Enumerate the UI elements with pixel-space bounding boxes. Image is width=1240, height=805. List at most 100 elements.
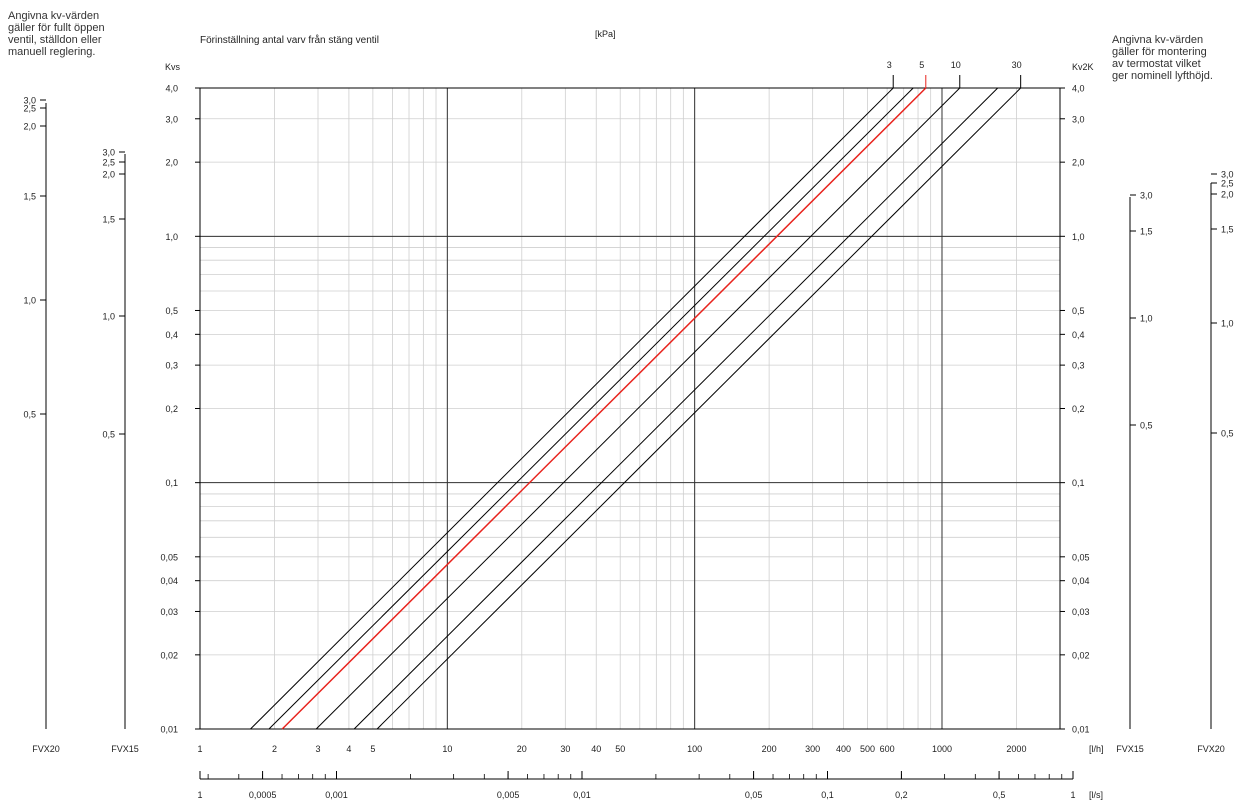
y-tick-label-right: 0,05 xyxy=(1072,552,1090,562)
x-tick-label-lh: 50 xyxy=(615,744,625,754)
y-tick-label-left: 0,3 xyxy=(165,361,178,371)
series-line-6 xyxy=(376,87,1022,730)
y-tick-label-right: 0,1 xyxy=(1072,478,1085,488)
series-line-1 xyxy=(250,87,894,730)
y-tick-label-left: 0,2 xyxy=(165,404,178,414)
y-tick-label-left: 0,01 xyxy=(160,725,178,735)
side-scale-tick-label: 1,5 xyxy=(1140,227,1153,237)
y-tick-label-left: 0,04 xyxy=(160,576,178,586)
side-scale-tick-label: 0,5 xyxy=(1140,421,1153,431)
y-tick-label-right: 1,0 xyxy=(1072,232,1085,242)
y-tick-label-left: 0,02 xyxy=(160,650,178,660)
left-note: Angivna kv-värden gäller för fullt öppen… xyxy=(8,10,105,58)
side-scale-name: FVX15 xyxy=(1116,744,1144,754)
x-tick-label-lh: 4 xyxy=(346,744,351,754)
x-tick-label-lh: 300 xyxy=(805,744,820,754)
right-note: Angivna kv-värden gäller för montering a… xyxy=(1112,34,1213,82)
y-tick-label-right: 0,01 xyxy=(1072,725,1090,735)
y-axis-label-right: Kv2K xyxy=(1072,62,1094,72)
y-tick-label-left: 3,0 xyxy=(165,114,178,124)
side-scale-tick-label: 2,5 xyxy=(1221,179,1234,189)
pressure-unit: [kPa] xyxy=(595,29,616,39)
x-tick-label-ls: 0,1 xyxy=(821,790,834,800)
series-line-4 xyxy=(315,87,961,730)
side-scale-name: FVX20 xyxy=(32,744,60,754)
y-tick-label-right: 0,04 xyxy=(1072,576,1090,586)
x-tick-label-lh: 40 xyxy=(591,744,601,754)
y-tick-label-right: 0,02 xyxy=(1072,650,1090,660)
side-scale-name: FVX20 xyxy=(1197,744,1225,754)
x-tick-label-lh: 2 xyxy=(272,744,277,754)
side-scale-name: FVX15 xyxy=(111,744,139,754)
y-tick-label-left: 4,0 xyxy=(165,84,178,94)
x-tick-label-ls: 0,5 xyxy=(993,790,1006,800)
side-scale-tick-label: 2,0 xyxy=(1221,190,1234,200)
side-scale-tick-label: 2,5 xyxy=(23,104,36,114)
y-tick-label-left: 2,0 xyxy=(165,158,178,168)
x-tick-label-ls: 0,01 xyxy=(573,790,591,800)
side-scale-tick-label: 2,0 xyxy=(102,170,115,180)
x-unit-lh: [l/h] xyxy=(1089,744,1104,754)
x-tick-label-ls: 0,2 xyxy=(895,790,908,800)
side-scale-tick-label: 1,0 xyxy=(23,296,36,306)
x-tick-label-lh: 5 xyxy=(370,744,375,754)
pressure-label: 5 xyxy=(919,60,924,70)
side-scale-tick-label: 3,0 xyxy=(23,96,36,106)
series-line-3 xyxy=(281,87,927,730)
x-tick-label-ls: 0,001 xyxy=(325,790,348,800)
side-scale-tick-label: 3,0 xyxy=(1140,191,1153,201)
x-tick-label-lh: 1000 xyxy=(932,744,952,754)
x-tick-label-ls: 0,005 xyxy=(497,790,520,800)
y-tick-label-left: 0,5 xyxy=(165,306,178,316)
x-tick-label-ls: 1 xyxy=(197,790,202,800)
y-tick-label-right: 2,0 xyxy=(1072,158,1085,168)
x-tick-label-lh: 200 xyxy=(762,744,777,754)
side-scale-tick-label: 0,5 xyxy=(102,430,115,440)
y-axis-label-left: Kvs xyxy=(165,62,181,72)
x-tick-label-lh: 600 xyxy=(880,744,895,754)
chart-title: Förinställning antal varv från stäng ven… xyxy=(200,34,379,46)
series-line-5 xyxy=(353,87,999,730)
y-tick-label-right: 0,03 xyxy=(1072,607,1090,617)
x-tick-label-lh: 1 xyxy=(197,744,202,754)
side-scale-tick-label: 0,5 xyxy=(23,410,36,420)
y-tick-label-right: 0,4 xyxy=(1072,330,1085,340)
y-tick-label-left: 0,1 xyxy=(165,478,178,488)
side-scale-tick-label: 1,5 xyxy=(1221,225,1234,235)
side-scale-tick-label: 1,0 xyxy=(1140,314,1153,324)
pressure-label: 30 xyxy=(1012,60,1022,70)
side-scale-tick-label: 1,0 xyxy=(102,312,115,322)
y-tick-label-left: 1,0 xyxy=(165,232,178,242)
pressure-label: 10 xyxy=(951,60,961,70)
x-tick-label-lh: 500 xyxy=(860,744,875,754)
x-tick-label-lh: 30 xyxy=(560,744,570,754)
x-tick-label-lh: 10 xyxy=(442,744,452,754)
x-tick-label-lh: 3 xyxy=(315,744,320,754)
x-tick-label-lh: 400 xyxy=(836,744,851,754)
y-tick-label-right: 4,0 xyxy=(1072,84,1085,94)
side-scale-tick-label: 3,0 xyxy=(102,148,115,158)
y-tick-label-right: 0,3 xyxy=(1072,361,1085,371)
y-tick-label-left: 0,05 xyxy=(160,552,178,562)
x-tick-label-ls: 0,05 xyxy=(745,790,763,800)
side-scale-tick-label: 0,5 xyxy=(1221,429,1234,439)
side-scale-tick-label: 2,0 xyxy=(23,122,36,132)
x-tick-label-lh: 20 xyxy=(517,744,527,754)
x-tick-label-ls: 0,0005 xyxy=(249,790,277,800)
side-scale-tick-label: 1,5 xyxy=(102,215,115,225)
x-tick-label-lh: 100 xyxy=(687,744,702,754)
y-tick-label-right: 0,5 xyxy=(1072,306,1085,316)
y-tick-label-left: 0,4 xyxy=(165,330,178,340)
y-tick-label-right: 0,2 xyxy=(1072,404,1085,414)
y-tick-label-right: 3,0 xyxy=(1072,114,1085,124)
side-scale-tick-label: 1,5 xyxy=(23,192,36,202)
pressure-label: 3 xyxy=(887,60,892,70)
x-tick-label-ls: 1 xyxy=(1070,790,1075,800)
side-scale-tick-label: 3,0 xyxy=(1221,170,1234,180)
series-line-2 xyxy=(268,87,914,730)
x-unit-ls: [l/s] xyxy=(1089,790,1103,800)
x-tick-label-lh: 2000 xyxy=(1006,744,1026,754)
side-scale-tick-label: 2,5 xyxy=(102,158,115,168)
y-tick-label-left: 0,03 xyxy=(160,607,178,617)
